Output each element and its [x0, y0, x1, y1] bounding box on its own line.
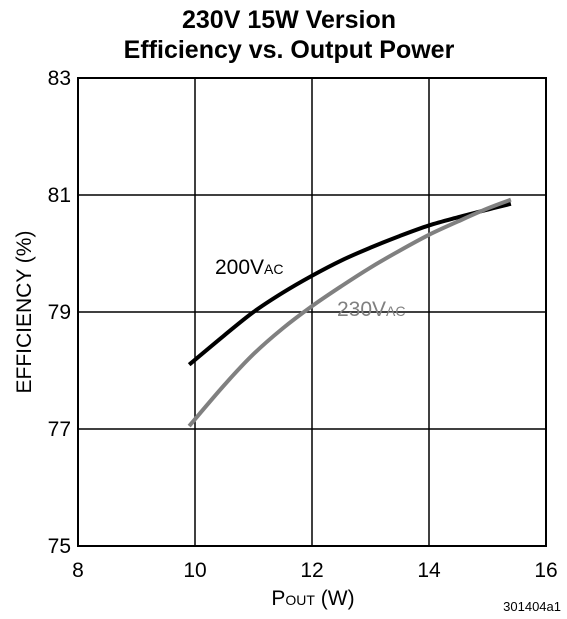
series-line-200vac [187, 201, 512, 367]
plot-area-frame [77, 77, 547, 547]
series-label-230vac: 230VAC [337, 298, 406, 321]
chart-title-line2: Efficiency vs. Output Power [124, 36, 455, 64]
x-axis-label-main: P [271, 587, 285, 610]
y-tick-label: 75 [48, 535, 71, 558]
x-axis-label-subscript: OUT [285, 592, 315, 608]
series-line-230vac [187, 197, 512, 428]
data-series [187, 197, 512, 428]
x-axis-label: POUT (W) [271, 587, 354, 610]
grid-lines [78, 78, 546, 546]
x-tick-label: 14 [417, 559, 441, 582]
y-tick-label: 83 [48, 67, 71, 90]
y-tick-label: 79 [48, 301, 71, 324]
x-tick-label: 16 [534, 559, 557, 582]
series-label-200vac-sub: AC [264, 261, 283, 277]
series-label-230vac-sub: AC [386, 303, 405, 319]
y-tick-label: 81 [48, 184, 71, 207]
y-axis-label: EFFICIENCY (%) [13, 231, 36, 394]
series-label-200vac: 200VAC [215, 256, 284, 279]
tick-labels: 8 10 12 14 16 75 77 79 81 83 [48, 67, 558, 582]
y-tick-label: 77 [48, 418, 71, 441]
x-tick-label: 10 [183, 559, 206, 582]
series-label-200vac-main: 200V [215, 256, 264, 279]
x-axis-label-unit: (W) [315, 587, 355, 610]
figure-id: 301404a1 [503, 599, 561, 614]
series-label-230vac-main: 230V [337, 298, 386, 321]
x-tick-label: 8 [72, 559, 84, 582]
x-tick-label: 12 [300, 559, 323, 582]
chart-title-line1: 230V 15W Version [182, 6, 396, 34]
